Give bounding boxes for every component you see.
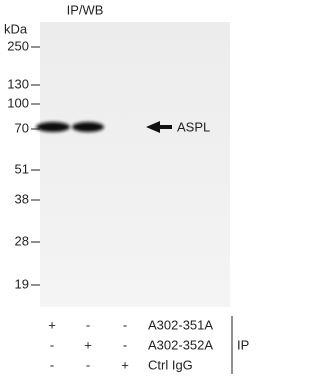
- lane-sign: +: [121, 357, 129, 372]
- lane-sign: -: [123, 317, 127, 332]
- lane-sign: +: [84, 337, 92, 352]
- lane-sign: -: [50, 357, 54, 372]
- marker-label: 100: [7, 95, 29, 110]
- kda-label: kDa: [4, 21, 28, 36]
- lane-sign: -: [86, 317, 90, 332]
- marker-label: 28: [15, 233, 29, 248]
- marker-label: 19: [15, 276, 29, 291]
- lane-sign: -: [123, 337, 127, 352]
- title: IP/WB: [67, 2, 104, 17]
- band: [72, 122, 104, 132]
- group-label: IP: [237, 337, 249, 352]
- lane-sign: +: [48, 317, 56, 332]
- band-label: ASPL: [177, 119, 210, 134]
- marker-label: 250: [7, 38, 29, 53]
- blot-membrane: [40, 22, 230, 307]
- lane-sign: -: [86, 357, 90, 372]
- band: [36, 122, 70, 132]
- lane-sign: -: [50, 337, 54, 352]
- arrow: [146, 121, 172, 133]
- row-label: Ctrl IgG: [148, 357, 193, 372]
- marker-label: 130: [7, 76, 29, 91]
- row-label: A302-352A: [148, 337, 213, 352]
- row-label: A302-351A: [148, 317, 213, 332]
- marker-label: 70: [15, 120, 29, 135]
- marker-label: 51: [15, 161, 29, 176]
- western-blot-figure: IP/WB kDa ASPL IP 250 130 100 70 51 38 28 19 + - -…: [4, 2, 249, 374]
- marker-label: 38: [15, 191, 29, 206]
